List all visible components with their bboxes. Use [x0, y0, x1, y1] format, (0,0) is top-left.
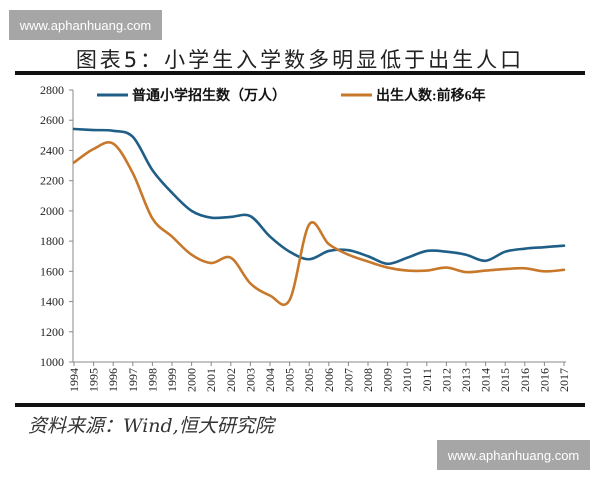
title-divider: [15, 71, 585, 75]
chart-title: 图表5：小学生入学数多明显低于出生人口: [75, 48, 525, 72]
legend-label-births: 出生人数:前移6年: [376, 87, 486, 104]
x-tick-label: 2004: [263, 368, 277, 392]
x-tick-label: 2011: [420, 368, 434, 392]
x-tick-label: 2012: [439, 368, 453, 392]
x-tick-label: 2007: [341, 368, 355, 392]
x-tick-label: 2009: [381, 368, 395, 392]
x-tick-label: 1995: [87, 368, 101, 392]
births-line: [72, 141, 566, 307]
y-tick-label: 1000: [40, 355, 64, 369]
x-tick-label: 2003: [243, 368, 257, 392]
x-tick-label: 2014: [479, 368, 493, 392]
watermark-bottom: www.aphanhuang.com: [437, 440, 590, 470]
x-tick-label: 2013: [459, 368, 473, 392]
y-tick-label: 1400: [40, 295, 64, 309]
x-tick-label: 2002: [224, 368, 238, 392]
y-tick-label: 2600: [40, 113, 64, 127]
x-tick-label: 2017: [557, 368, 571, 392]
x-tick-label: 2015: [498, 368, 512, 392]
x-tick-label: 2005: [283, 368, 297, 392]
x-tick-label: 1996: [106, 368, 120, 392]
x-tick-label: 2010: [400, 368, 414, 392]
watermark-top: www.aphanhuang.com: [9, 10, 162, 40]
legend-label-enrollment: 普通小学招生数（万人）: [132, 87, 286, 104]
y-tick-label: 1800: [40, 234, 64, 248]
y-tick-label: 2400: [40, 143, 64, 157]
y-tick-label: 1200: [40, 325, 64, 339]
x-tick-label: 1998: [145, 368, 159, 392]
source-note: 资料来源：Wind,恒大研究院: [28, 415, 274, 437]
x-tick-label: 2000: [185, 368, 199, 392]
source-divider: [15, 403, 585, 407]
x-tick-label: 1997: [126, 368, 140, 392]
y-tick-label: 1600: [40, 264, 64, 278]
x-tick-label: 1994: [67, 368, 81, 392]
x-tick-label: 2008: [361, 368, 375, 392]
y-axis: 1000 1200 1400 1600 1800 2000 2200 2400 2600 2800: [40, 83, 74, 369]
y-tick-label: 2000: [40, 204, 64, 218]
enrollment-line: [72, 127, 566, 266]
y-tick-label: 2200: [40, 174, 64, 188]
x-axis: 1994 1995 1996 1997 1998 1999 2000 2001 2002 2003…: [67, 361, 571, 392]
x-tick-label: 2006: [322, 368, 336, 392]
x-tick-label: 1999: [165, 368, 179, 392]
y-tick-label: 2800: [40, 83, 64, 97]
legend: 普通小学招生数（万人） 出生人数:前移6年: [97, 87, 486, 104]
x-tick-label: 2005: [302, 368, 316, 392]
x-tick-label: 2001: [204, 368, 218, 392]
x-tick-label: 2016: [518, 368, 532, 392]
plot-lines: [72, 127, 566, 307]
x-tick-label: 2016: [537, 368, 551, 392]
